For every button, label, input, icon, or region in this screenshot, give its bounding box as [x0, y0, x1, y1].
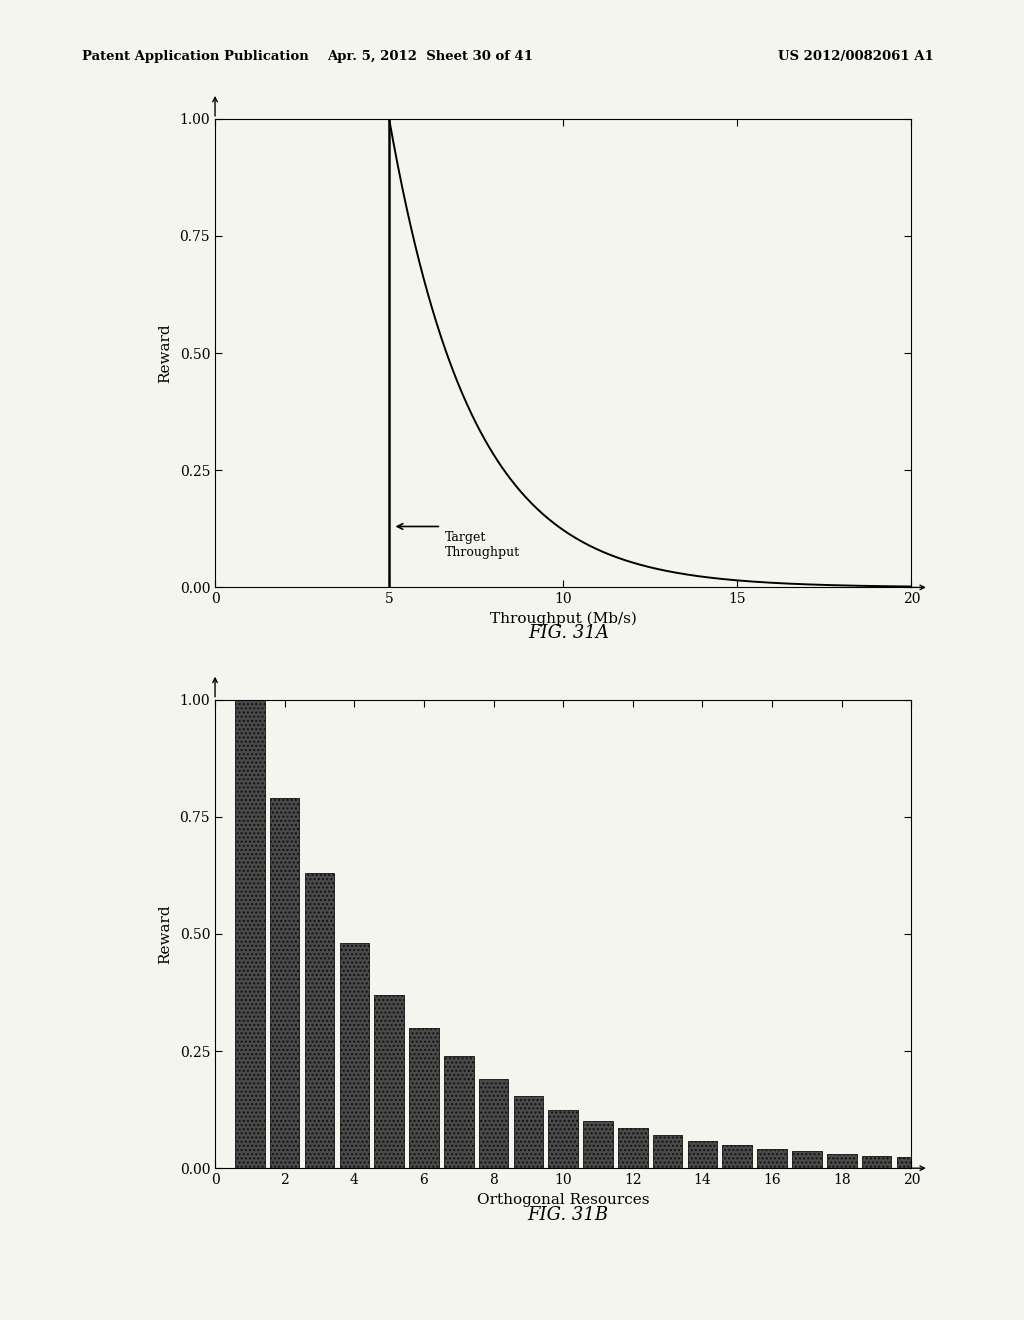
Bar	[688, 1140, 717, 1168]
Bar	[862, 1155, 891, 1168]
Text: Apr. 5, 2012  Sheet 30 of 41: Apr. 5, 2012 Sheet 30 of 41	[327, 50, 534, 63]
Bar	[618, 1129, 647, 1168]
Bar	[375, 995, 403, 1168]
Text: FIG. 31A: FIG. 31A	[528, 624, 608, 643]
Text: US 2012/0082061 A1: US 2012/0082061 A1	[778, 50, 934, 63]
Bar	[653, 1135, 682, 1168]
Bar	[827, 1154, 856, 1168]
Bar	[793, 1151, 821, 1168]
Bar	[444, 1056, 473, 1168]
Bar	[236, 700, 264, 1168]
X-axis label: Orthogonal Resources: Orthogonal Resources	[477, 1192, 649, 1206]
Y-axis label: Reward: Reward	[159, 904, 173, 964]
Bar	[549, 1110, 578, 1168]
Bar	[723, 1144, 752, 1168]
Bar	[410, 1027, 438, 1168]
X-axis label: Throughput (Mb/s): Throughput (Mb/s)	[489, 611, 637, 626]
Bar	[584, 1121, 612, 1168]
Text: FIG. 31B: FIG. 31B	[527, 1206, 609, 1225]
Y-axis label: Reward: Reward	[159, 323, 173, 383]
Text: Target
Throughput: Target Throughput	[444, 531, 520, 560]
Bar	[514, 1096, 543, 1168]
Bar	[479, 1080, 508, 1168]
Bar	[340, 944, 369, 1168]
Bar	[758, 1148, 786, 1168]
Bar	[305, 873, 334, 1168]
Text: Patent Application Publication: Patent Application Publication	[82, 50, 308, 63]
Bar	[270, 799, 299, 1168]
Bar	[897, 1158, 926, 1168]
